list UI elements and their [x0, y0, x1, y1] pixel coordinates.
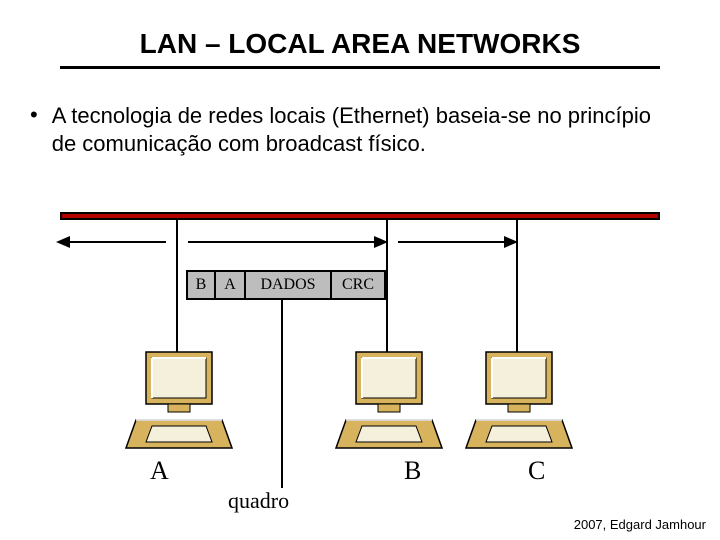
computer-icon	[124, 350, 234, 450]
frame-field-src: A	[216, 270, 246, 300]
frame-field-data: DADOS	[246, 270, 332, 300]
computer-label-a: A	[150, 456, 169, 486]
computer-icon	[464, 350, 574, 450]
quadro-label: quadro	[228, 488, 289, 514]
page-title: LAN – LOCAL AREA NETWORKS	[0, 28, 720, 60]
footer-credit: 2007, Edgard Jamhour	[574, 517, 706, 532]
drop-line-c	[516, 220, 518, 352]
drop-line-a	[176, 220, 178, 352]
bullet-item: • A tecnologia de redes locais (Ethernet…	[30, 102, 670, 158]
ethernet-frame: B A DADOS CRC	[186, 270, 386, 300]
arrow-left-icon	[56, 236, 70, 248]
computer-label-c: C	[528, 456, 545, 486]
drop-line-b	[386, 220, 388, 352]
arrow-line-2	[188, 241, 376, 243]
bus-line-inner	[62, 214, 658, 218]
computer-icon	[334, 350, 444, 450]
bullet-marker: •	[30, 102, 38, 128]
arrow-line-1	[70, 241, 166, 243]
title-underline	[60, 66, 660, 69]
frame-field-crc: CRC	[332, 270, 386, 300]
arrow-line-3	[398, 241, 506, 243]
quadro-pointer-line	[281, 300, 283, 488]
bullet-text: A tecnologia de redes locais (Ethernet) …	[52, 102, 670, 158]
computer-label-b: B	[404, 456, 421, 486]
frame-field-dest: B	[186, 270, 216, 300]
